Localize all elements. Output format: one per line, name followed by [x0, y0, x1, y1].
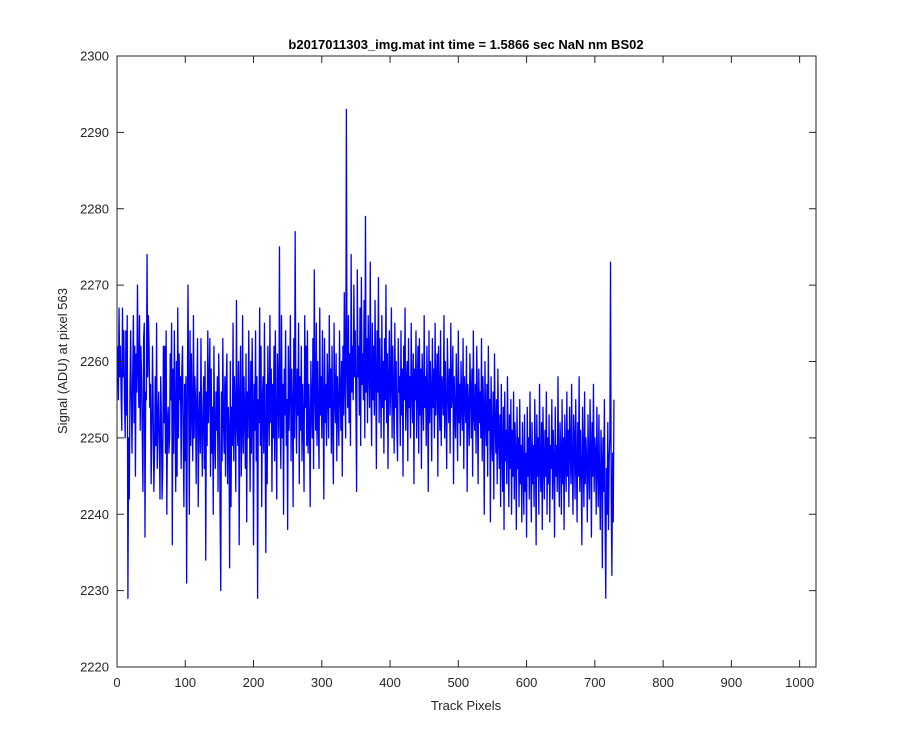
y-axis-label: Signal (ADU) at pixel 563 — [55, 288, 70, 434]
y-tick-label: 2250 — [80, 430, 109, 445]
series-layer — [117, 108, 615, 599]
x-tick-label: 200 — [243, 675, 265, 690]
y-axis-ticks: 2220 2230 2240 2250 2260 2270 2280 2290 2300 — [80, 49, 816, 675]
x-axis-ticks: 0 100 200 300 400 500 600 700 800 900 1000 — [113, 56, 814, 690]
y-tick-label: 2270 — [80, 278, 109, 293]
x-tick-label: 700 — [584, 675, 606, 690]
x-tick-label: 300 — [311, 675, 333, 690]
x-tick-label: 900 — [721, 675, 743, 690]
y-tick-label: 2240 — [80, 507, 109, 522]
y-tick-label: 2300 — [80, 49, 109, 64]
y-tick-label: 2230 — [80, 583, 109, 598]
x-axis-label: Track Pixels — [431, 698, 502, 713]
x-tick-label: 1000 — [785, 675, 814, 690]
y-tick-label: 2220 — [80, 660, 109, 675]
x-tick-label: 0 — [113, 675, 120, 690]
series-line — [117, 108, 615, 599]
x-tick-label: 400 — [379, 675, 401, 690]
chart-title: b2017011303_img.mat int time = 1.5866 se… — [288, 37, 643, 52]
x-tick-label: 600 — [516, 675, 538, 690]
y-tick-label: 2280 — [80, 201, 109, 216]
y-tick-label: 2260 — [80, 354, 109, 369]
x-tick-label: 800 — [652, 675, 674, 690]
x-tick-label: 100 — [174, 675, 196, 690]
y-tick-label: 2290 — [80, 125, 109, 140]
x-tick-label: 500 — [447, 675, 469, 690]
